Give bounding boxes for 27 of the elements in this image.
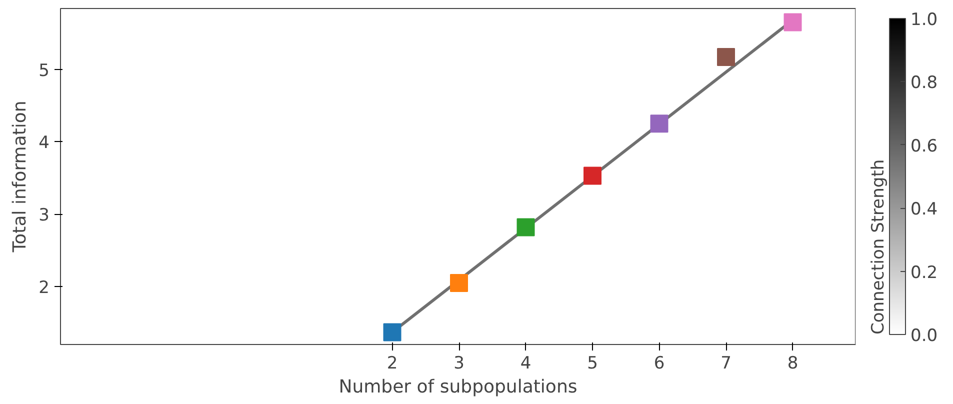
point: [784, 13, 802, 32]
x-tick-label: 7: [720, 354, 732, 374]
y-tick-label: 3: [38, 206, 50, 226]
point: [717, 48, 736, 66]
point: [650, 114, 668, 133]
y-tick-label: 4: [38, 133, 50, 154]
color-bar-label: 0.4: [910, 200, 938, 220]
color-bar-title: Connection Strength: [868, 159, 888, 334]
color-bar-label: 0.0: [910, 326, 938, 346]
point: [450, 274, 468, 292]
x-tick-label: 8: [787, 354, 798, 374]
point: [584, 166, 602, 185]
x-tick-label: 2: [386, 354, 398, 374]
color-bar-label: 0.6: [910, 136, 938, 156]
y-tick-label: 2: [38, 278, 50, 298]
x-tick-label: 4: [520, 354, 532, 374]
color-bar-label: 1.0: [910, 10, 938, 30]
x-tick-label: 3: [454, 354, 464, 374]
point: [383, 323, 402, 342]
point: [516, 218, 535, 236]
x-tick-label: 6: [654, 354, 665, 374]
color-bar-label: 0.8: [910, 73, 938, 94]
color-bar-label: 0.2: [910, 262, 938, 283]
y-axis-title: Total information: [10, 100, 31, 254]
x-tick-label: 5: [587, 354, 598, 374]
y-tick-label: 5: [38, 60, 50, 81]
x-axis-title: Number of subpopulations: [338, 376, 578, 398]
